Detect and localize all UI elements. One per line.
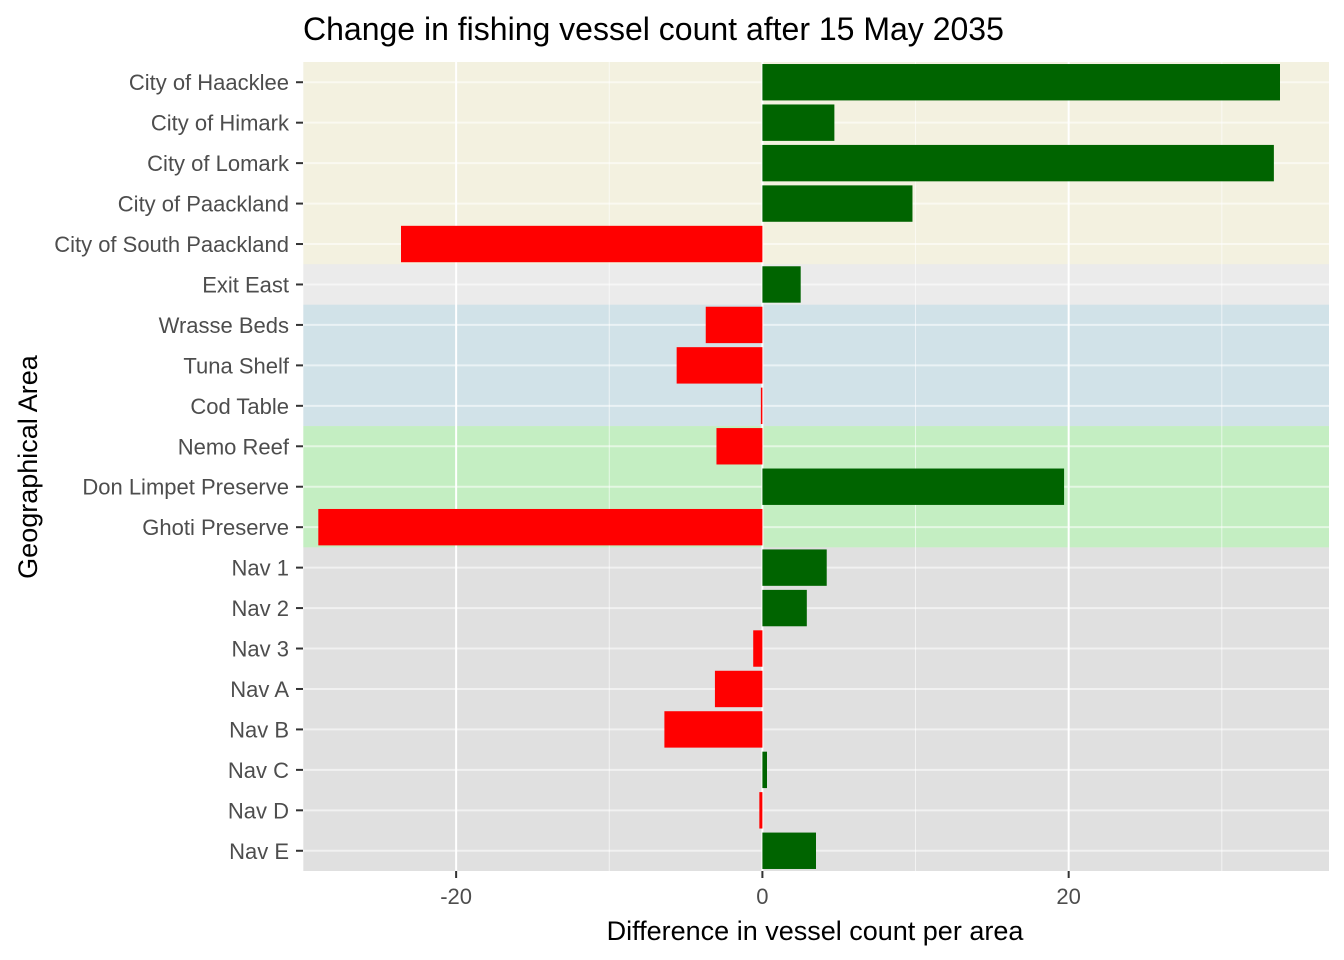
y-tick-label: City of Lomark — [147, 151, 290, 176]
bar — [762, 64, 1280, 101]
y-tick-label: Nav E — [229, 839, 289, 864]
x-tick-label: -20 — [440, 884, 472, 909]
y-tick-label: Nav A — [230, 677, 289, 702]
bar — [762, 104, 835, 141]
bar — [759, 792, 763, 829]
bar — [762, 832, 816, 869]
y-tick-label: Nav B — [229, 717, 289, 742]
y-tick-label: Cod Table — [190, 394, 289, 419]
bar — [762, 589, 807, 627]
y-axis: City of Haacklee City of Himark City of Lo… — [54, 70, 303, 864]
bar — [714, 670, 763, 708]
bar — [676, 347, 763, 384]
bar — [762, 549, 827, 586]
bar — [762, 144, 1274, 182]
bar — [760, 387, 763, 425]
bar — [753, 630, 763, 667]
bar — [762, 468, 1065, 505]
y-tick-label: Nav C — [228, 758, 289, 783]
y-tick-label: Wrasse Beds — [159, 313, 289, 338]
y-tick-label: Nav 1 — [232, 556, 289, 581]
bar — [318, 508, 763, 546]
x-tick-label: 20 — [1056, 884, 1080, 909]
y-tick-label: City of South Paackland — [54, 232, 289, 257]
y-tick-label: Nav 3 — [232, 637, 289, 662]
y-tick-label: Tuna Shelf — [183, 353, 289, 378]
y-tick-label: City of Paackland — [118, 192, 289, 217]
bar — [705, 306, 763, 344]
y-tick-label: Nav 2 — [232, 596, 289, 621]
y-tick-label: Don Limpet Preserve — [82, 475, 289, 500]
chart-title: Change in fishing vessel count after 15 … — [303, 11, 1004, 47]
bar — [762, 185, 913, 222]
bar — [762, 751, 767, 789]
y-tick-label: Nav D — [228, 798, 289, 823]
x-axis-title: Difference in vessel count per area — [607, 916, 1025, 946]
y-tick-label: Ghoti Preserve — [142, 515, 289, 540]
bar — [401, 225, 763, 263]
region-band — [303, 547, 1329, 871]
bar — [664, 711, 763, 748]
x-axis: -20 0 20 — [440, 871, 1081, 909]
y-axis-title: Geographical Area — [13, 354, 43, 579]
y-tick-label: City of Haacklee — [129, 70, 289, 95]
bar — [762, 266, 801, 303]
x-tick-label: 0 — [756, 884, 768, 909]
y-tick-label: Nemo Reef — [178, 434, 290, 459]
y-tick-label: Exit East — [202, 272, 289, 297]
bars — [318, 64, 1280, 869]
bar — [716, 428, 763, 465]
y-tick-label: City of Himark — [151, 111, 290, 136]
